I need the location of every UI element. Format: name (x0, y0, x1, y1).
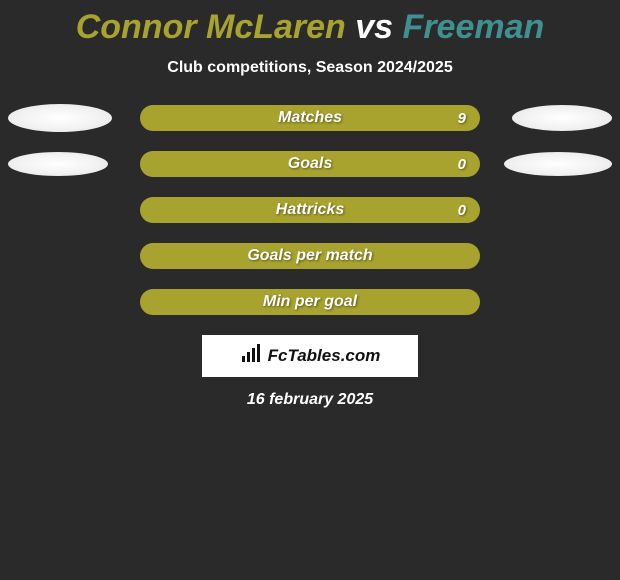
player2-name: Freeman (403, 8, 545, 46)
stat-value: 0 (458, 156, 466, 173)
brand-box[interactable]: FcTables.com (202, 335, 418, 377)
stat-label: Hattricks (276, 201, 344, 219)
stat-row: Hattricks 0 (0, 197, 620, 223)
stat-bar: Goals per match (140, 243, 480, 269)
brand-text: FcTables.com (268, 346, 381, 366)
stat-bars: Matches 9 Goals 0 Hattricks 0 Goals per match M… (0, 105, 620, 315)
decorative-ellipse (504, 152, 612, 176)
stat-value: 0 (458, 202, 466, 219)
stat-label: Goals (288, 155, 332, 173)
stat-bar: Matches 9 (140, 105, 480, 131)
stat-value: 9 (458, 110, 466, 127)
decorative-ellipse (512, 105, 612, 131)
stat-row: Goals per match (0, 243, 620, 269)
stat-label: Matches (278, 109, 342, 127)
stat-bar: Min per goal (140, 289, 480, 315)
vs-separator: vs (346, 8, 403, 46)
stat-label: Goals per match (247, 247, 372, 265)
stat-bar: Hattricks 0 (140, 197, 480, 223)
comparison-card: Connor McLaren vs Freeman Club competiti… (0, 0, 620, 409)
decorative-ellipse (8, 152, 108, 176)
decorative-ellipse (8, 104, 112, 132)
bar-chart-icon (240, 344, 262, 369)
footer-date: 16 february 2025 (0, 391, 620, 409)
page-title: Connor McLaren vs Freeman (0, 8, 620, 47)
stat-bar: Goals 0 (140, 151, 480, 177)
subtitle: Club competitions, Season 2024/2025 (0, 59, 620, 77)
player1-name: Connor McLaren (76, 8, 346, 46)
stat-row: Min per goal (0, 289, 620, 315)
stat-label: Min per goal (263, 293, 357, 311)
